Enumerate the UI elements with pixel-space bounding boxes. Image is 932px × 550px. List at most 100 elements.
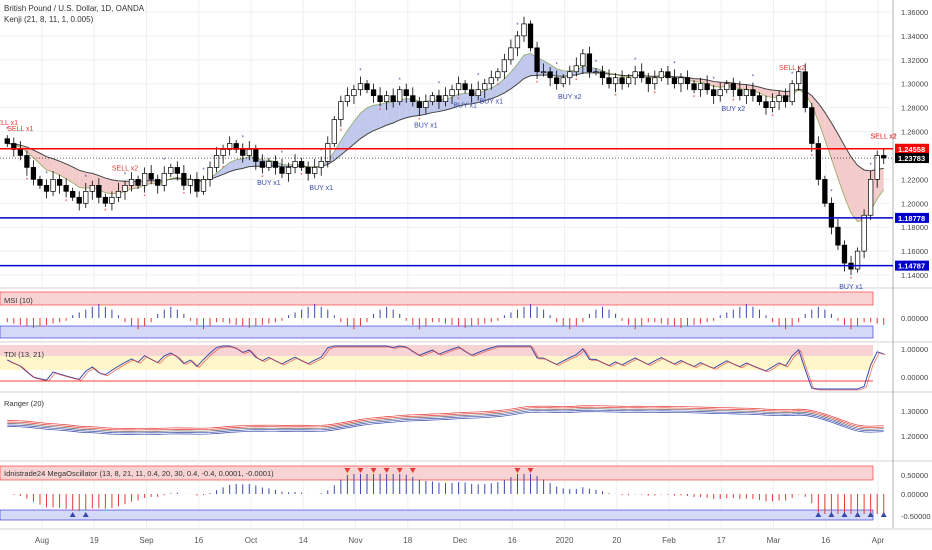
signal-star: * xyxy=(673,61,676,67)
ma-cloud-segment xyxy=(484,87,492,101)
indicator-title: Ranger (20) xyxy=(4,399,45,408)
signal-star: * xyxy=(516,23,519,29)
indicator-panes[interactable]: MSI (10) TDI (13, 21) Ranger (20) Idnistrad… xyxy=(0,291,887,521)
candle-body xyxy=(194,179,200,192)
candle-body xyxy=(207,167,213,180)
candle-body xyxy=(861,214,867,252)
x-tick-label: 20 xyxy=(612,536,621,545)
signal-star: * xyxy=(124,173,127,179)
indicator-y-label: 1.30000 xyxy=(901,407,928,416)
candle-body xyxy=(554,77,560,85)
signal-label: SELL x2 xyxy=(871,133,897,140)
candle-body xyxy=(89,185,95,192)
signal-star: * xyxy=(163,158,166,164)
candle-body xyxy=(259,161,265,168)
candle-body xyxy=(285,167,292,174)
candle-body xyxy=(796,71,802,85)
signal-label: BUY x1 xyxy=(414,123,438,130)
candle-body xyxy=(135,179,141,186)
signal-star: * xyxy=(536,81,539,87)
candle-body xyxy=(161,173,167,186)
indicator-y-label: 0.00000 xyxy=(901,490,928,499)
signal-star: * xyxy=(497,83,500,89)
ranger-line xyxy=(7,409,884,434)
y-tick-label: 1.32000 xyxy=(901,56,928,65)
candle-body xyxy=(76,196,82,204)
level-price-tag xyxy=(895,153,929,164)
ma-cloud-segment xyxy=(465,93,472,105)
ma-cloud-segment xyxy=(432,100,439,113)
candle-body xyxy=(711,89,717,97)
indicator-y-label: 0.00000 xyxy=(901,373,928,382)
ma-cloud-segment xyxy=(353,113,361,145)
mo-arrow xyxy=(82,512,89,517)
candle-body xyxy=(253,149,259,162)
ma-cloud-segment xyxy=(576,66,583,75)
candle-body xyxy=(423,101,429,108)
ma-cloud-segment xyxy=(242,156,250,169)
signal-star: * xyxy=(242,136,245,142)
signal-star: * xyxy=(791,72,794,78)
mo-arrow xyxy=(69,512,76,517)
candle-body xyxy=(854,250,861,270)
candle-body xyxy=(298,161,305,168)
tdi-signal-line xyxy=(9,346,886,391)
candle-body xyxy=(96,185,102,198)
tdi-mid-band xyxy=(0,356,873,370)
signal-star: * xyxy=(869,163,872,169)
ma-cloud-segment xyxy=(818,103,825,140)
candle-body xyxy=(750,89,756,97)
mo-arrow xyxy=(344,468,351,473)
ma-cloud-segment xyxy=(824,112,832,160)
signal-star: * xyxy=(693,95,696,101)
y-tick-label: 1.22000 xyxy=(901,175,928,184)
candle-body xyxy=(344,95,351,102)
signal-star: * xyxy=(712,77,715,83)
ma-cloud-segment xyxy=(399,98,407,120)
study-title: Kenji (21, 8, 11, 1, 0.005) xyxy=(4,15,94,24)
pane-0 xyxy=(0,0,893,287)
candle-body xyxy=(240,149,246,156)
candle-body xyxy=(691,83,697,91)
candle-body xyxy=(4,138,10,144)
candle-body xyxy=(626,77,632,85)
ma-cloud-segment xyxy=(406,98,413,118)
candle-body xyxy=(658,71,664,79)
signal-star: * xyxy=(6,127,9,133)
candle-body xyxy=(83,190,89,204)
candle-body xyxy=(645,77,651,85)
candle-body xyxy=(449,89,455,97)
candle-body xyxy=(809,107,815,144)
candle-body xyxy=(671,77,678,85)
mo-red-band xyxy=(0,465,874,481)
pane-3 xyxy=(0,393,893,460)
candle-body xyxy=(704,83,710,91)
candle-body xyxy=(514,35,521,49)
candle-body xyxy=(678,77,684,85)
ma-cloud-segment xyxy=(857,165,865,222)
signal-star: * xyxy=(457,98,460,104)
candle-body xyxy=(580,53,586,67)
ma-cloud-segment xyxy=(452,94,459,109)
signal-star: * xyxy=(202,168,205,174)
time-axis: Aug 19 Sep 16 Oct 14 Nov 18 Dec 16 2020 20 Feb 17 Mar 1… xyxy=(35,536,885,545)
x-tick-label: 18 xyxy=(403,536,412,545)
x-tick-label: Feb xyxy=(662,536,676,545)
x-tick-label: 16 xyxy=(508,536,517,545)
candle-body xyxy=(547,71,553,79)
signal-star: * xyxy=(143,195,146,201)
x-tick-label: Aug xyxy=(35,536,49,545)
panes-background xyxy=(0,0,932,530)
symbol-title: British Pound / U.S. Dollar, 1D, OANDA xyxy=(4,4,145,13)
signal-star: * xyxy=(340,129,343,135)
candle-body xyxy=(312,167,318,174)
x-tick-label: Oct xyxy=(245,536,258,545)
ma-cloud-segment xyxy=(844,145,852,214)
candle-body xyxy=(266,161,272,168)
candle-body xyxy=(279,167,285,174)
ma-cloud-segment xyxy=(765,88,773,98)
main-price-pane[interactable]: * * * * * * * * * * * * * * * * * * * * * * * * * * * * * * * * * * * * * * * *… xyxy=(0,16,897,291)
x-tick-label: Nov xyxy=(348,536,362,545)
candle-body xyxy=(122,185,128,192)
ma-cloud-segment xyxy=(33,150,40,164)
